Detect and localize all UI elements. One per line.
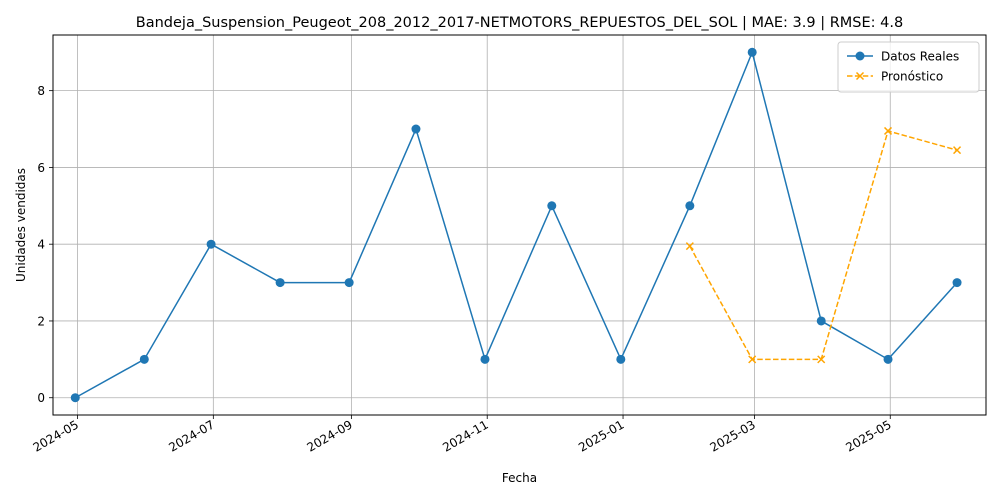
data-point-forecast [685, 242, 694, 251]
legend-label-real: Datos Reales [881, 50, 959, 64]
data-point-real [685, 201, 695, 211]
x-axis-title: Fecha [502, 471, 537, 485]
y-tick-label: 4 [37, 238, 45, 252]
data-point-real [547, 201, 557, 211]
x-tick-label: 2024-09 [304, 417, 354, 454]
data-point-real [952, 278, 962, 288]
legend-marker-real [855, 51, 865, 61]
legend: Datos Reales Pronóstico [837, 41, 980, 93]
data-point-real [70, 393, 80, 403]
y-tick-label: 8 [37, 84, 45, 98]
legend-label-forecast: Pronóstico [881, 70, 943, 84]
plot-frame [52, 34, 987, 416]
legend-box [837, 41, 980, 93]
x-tick-label: 2024-11 [440, 417, 490, 454]
data-point-real [206, 239, 216, 249]
data-point-real [139, 354, 149, 364]
y-tick-label: 0 [37, 391, 45, 405]
data-point-forecast [748, 355, 757, 364]
data-point-real [344, 278, 354, 288]
y-axis-title: Unidades vendidas [14, 168, 28, 282]
series-line-real [74, 49, 958, 399]
y-tick-label: 2 [37, 314, 45, 328]
y-tick-label: 6 [37, 161, 45, 175]
data-point-real [816, 316, 826, 326]
axis-ticks: 0 2 4 6 8 2024-05 2024-07 2024-09 2024-11 2025-01… [31, 84, 894, 455]
data-point-forecast [817, 355, 826, 364]
data-point-real [480, 354, 490, 364]
data-point-forecast [883, 126, 893, 135]
data-point-real [411, 124, 421, 134]
chart-title: Bandeja_Suspension_Peugeot_208_2012_2017… [136, 15, 903, 31]
series-layer [70, 47, 962, 403]
legend-marker-forecast [855, 71, 865, 81]
data-point-real [883, 354, 893, 364]
x-tick-label: 2025-05 [843, 417, 893, 454]
data-point-real [747, 47, 757, 57]
data-point-forecast [953, 146, 962, 155]
x-tick-label: 2024-07 [166, 417, 216, 454]
series-line-forecast [689, 130, 958, 361]
data-point-real [616, 354, 626, 364]
data-point-real [275, 278, 285, 288]
x-tick-label: 2024-05 [31, 417, 81, 454]
x-tick-label: 2025-01 [576, 417, 626, 454]
x-tick-label: 2025-03 [707, 417, 757, 454]
